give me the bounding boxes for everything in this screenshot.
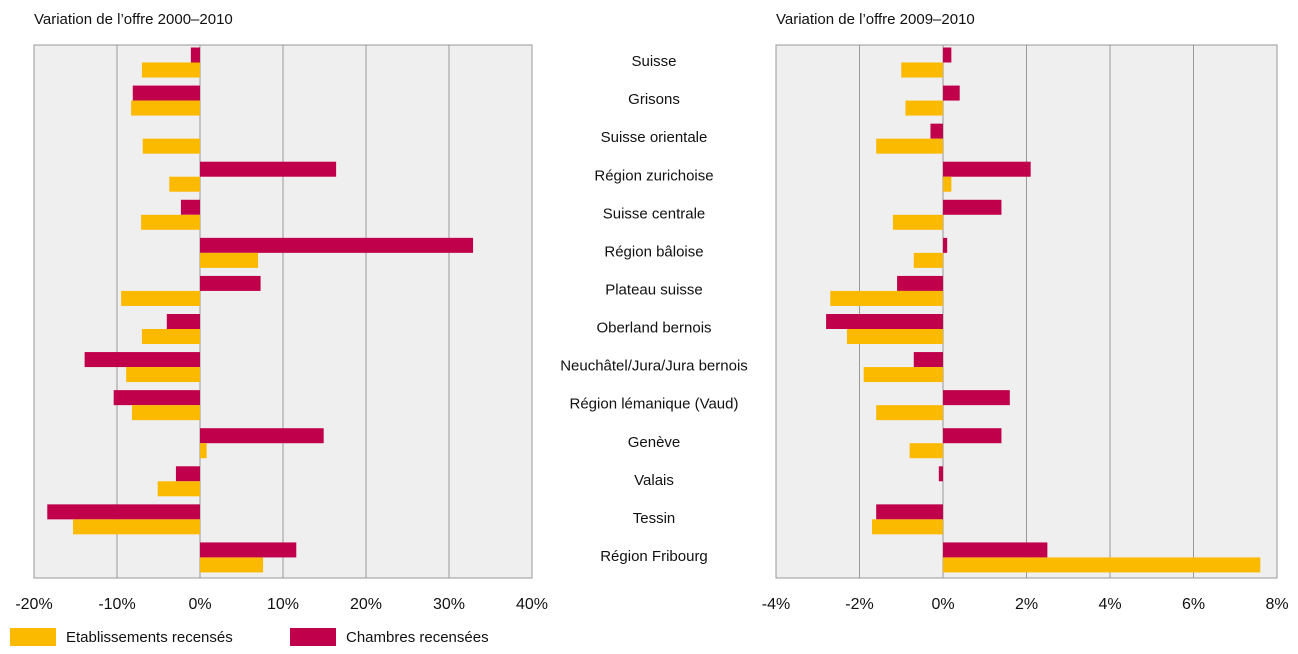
bar — [943, 542, 1048, 558]
category-label: Plateau suisse — [605, 282, 703, 299]
bar — [830, 290, 943, 306]
bar — [901, 62, 943, 78]
bar — [175, 466, 200, 482]
bar — [200, 428, 324, 444]
bar — [943, 85, 960, 101]
bar — [943, 557, 1261, 573]
bar — [943, 161, 1031, 177]
bar — [126, 367, 200, 383]
bar — [863, 367, 943, 383]
bar — [943, 390, 1010, 406]
bar — [897, 275, 943, 291]
category-label: Valais — [634, 472, 674, 489]
category-label: Grisons — [628, 91, 680, 108]
chart-title: Variation de l’offre 2009–2010 — [776, 11, 975, 28]
bar — [913, 252, 943, 268]
x-tick-label: 10% — [267, 596, 299, 613]
bar — [200, 275, 261, 291]
x-tick-label: 40% — [516, 596, 548, 613]
legend-swatch — [290, 628, 336, 646]
category-label: Neuchâtel/Jura/Jura bernois — [560, 358, 748, 375]
bar — [141, 214, 200, 230]
x-tick-label: -2% — [845, 596, 873, 613]
bar — [943, 176, 952, 192]
bar — [84, 352, 200, 368]
bar — [131, 100, 200, 116]
bar — [157, 481, 200, 497]
bar — [132, 85, 200, 101]
category-label: Région bâloise — [604, 243, 703, 260]
x-tick-label: 0% — [931, 596, 954, 613]
bar — [876, 504, 943, 520]
bar — [200, 237, 474, 253]
bar — [180, 199, 200, 215]
category-label: Genève — [628, 434, 681, 451]
category-label: Suisse orientale — [601, 129, 708, 146]
bar — [169, 176, 200, 192]
bar — [200, 542, 297, 558]
bar — [943, 47, 952, 63]
bar — [190, 47, 200, 63]
bar — [913, 352, 943, 368]
legend-label: Etablissements recensés — [66, 629, 233, 646]
bar — [943, 428, 1002, 444]
chart-title: Variation de l’offre 2000–2010 — [34, 11, 233, 28]
bar — [200, 161, 337, 177]
x-tick-label: 30% — [433, 596, 465, 613]
x-tick-label: 0% — [188, 596, 211, 613]
bar — [872, 519, 943, 535]
category-label: Région Fribourg — [600, 548, 708, 565]
category-label: Région zurichoise — [594, 167, 713, 184]
x-tick-label: 4% — [1098, 596, 1121, 613]
bar — [905, 100, 943, 116]
bar — [876, 405, 943, 421]
x-tick-label: -20% — [15, 596, 52, 613]
x-tick-label: 8% — [1265, 596, 1288, 613]
bar — [166, 314, 200, 329]
bar — [47, 504, 200, 520]
bar — [131, 405, 200, 421]
x-tick-label: 6% — [1182, 596, 1205, 613]
x-tick-label: 20% — [350, 596, 382, 613]
bar — [876, 138, 943, 154]
category-label: Suisse — [631, 53, 676, 70]
bar — [846, 329, 943, 344]
bar — [909, 443, 943, 459]
category-label: Tessin — [633, 510, 676, 527]
bar — [142, 138, 200, 154]
bar — [200, 557, 264, 573]
legend-swatch — [10, 628, 56, 646]
category-label: Suisse centrale — [603, 205, 706, 222]
bar — [826, 314, 943, 329]
bar — [141, 329, 200, 344]
bar — [200, 443, 207, 459]
bar — [73, 519, 200, 535]
bar — [938, 466, 943, 482]
x-tick-label: 2% — [1015, 596, 1038, 613]
bar — [892, 214, 943, 230]
bar — [930, 123, 943, 139]
bar — [141, 62, 200, 78]
x-tick-label: -10% — [98, 596, 135, 613]
category-label: Région lémanique (Vaud) — [570, 396, 739, 413]
bar — [200, 252, 259, 268]
legend-label: Chambres recensées — [346, 629, 489, 646]
bar — [943, 199, 1002, 215]
bar — [121, 290, 200, 306]
x-tick-label: -4% — [762, 596, 790, 613]
bar — [113, 390, 200, 406]
bar — [943, 237, 948, 253]
category-label: Oberland bernois — [596, 320, 711, 337]
